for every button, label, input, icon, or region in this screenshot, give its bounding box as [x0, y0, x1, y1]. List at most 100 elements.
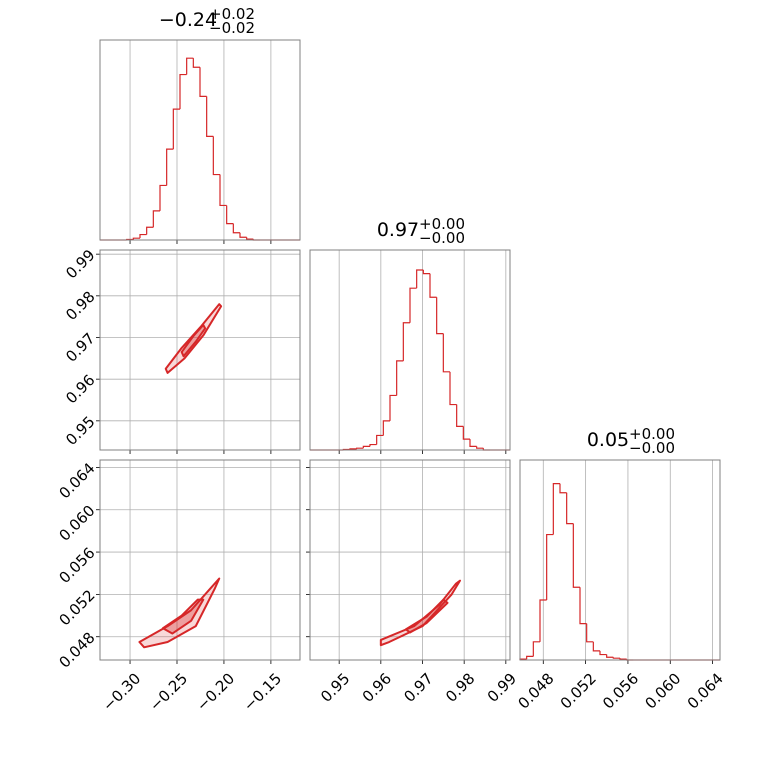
- histogram-step: [429, 273, 437, 298]
- panel: 0.97 +0.00−0.00: [309, 215, 511, 454]
- histogram-step: [422, 270, 430, 275]
- title-minus: −0.00: [629, 439, 675, 457]
- y-tick-label: 0.98: [62, 288, 98, 324]
- histogram-step: [132, 237, 140, 240]
- histogram-step: [476, 446, 484, 449]
- x-tick-label: 0.060: [641, 670, 684, 713]
- histogram-step: [469, 439, 477, 447]
- title-value: −0.24: [159, 9, 217, 31]
- histogram-step: [349, 448, 357, 450]
- panel-frame: [99, 39, 301, 241]
- histogram-step: [199, 67, 207, 97]
- histogram-step: [592, 641, 600, 652]
- title-value: 0.05: [587, 429, 629, 451]
- histogram-step: [599, 650, 607, 656]
- contour: [164, 303, 223, 374]
- histogram-step: [606, 654, 614, 658]
- histogram-step: [436, 297, 444, 335]
- histogram-step: [146, 226, 154, 235]
- x-tick-label: 0.048: [514, 670, 557, 713]
- histogram-step: [232, 223, 240, 234]
- histogram-step: [159, 184, 167, 211]
- y-tick-label: 0.056: [55, 544, 98, 587]
- panel: 0.048 0.052 0.056 0.060 0.064 0.05 +0.00−0.00: [514, 425, 726, 713]
- panel-frame: [99, 459, 301, 661]
- histogram-step: [462, 426, 470, 440]
- x-tick-label: −0.30: [99, 670, 144, 715]
- contour: [404, 598, 449, 634]
- panel-title: 0.97: [377, 219, 419, 241]
- histogram-step: [179, 73, 187, 110]
- histogram-step: [449, 371, 457, 406]
- histogram-step: [579, 587, 587, 625]
- x-tick-label: 0.064: [684, 670, 727, 713]
- x-tick-label: 0.96: [359, 670, 395, 706]
- panel: −0.30 −0.25 −0.20 −0.15 0.0480.0520.0560.060…: [55, 459, 301, 715]
- histogram-step: [172, 108, 180, 150]
- histogram-step: [356, 447, 364, 449]
- histogram-step: [369, 443, 377, 447]
- histogram-step: [186, 57, 194, 75]
- panel-title: 0.05: [587, 429, 629, 451]
- y-tick-label: 0.99: [62, 246, 98, 282]
- x-tick-label: 0.052: [557, 670, 600, 713]
- histogram-step: [566, 492, 574, 525]
- x-tick-label: 0.98: [442, 670, 478, 706]
- histogram-step: [572, 523, 580, 588]
- contour: [379, 579, 461, 647]
- title-minus: −0.00: [419, 229, 465, 247]
- histogram-step: [409, 287, 417, 323]
- x-tick-label: 0.95: [317, 670, 353, 706]
- panel-frame: [99, 249, 301, 451]
- histogram-step: [212, 136, 220, 176]
- x-tick-label: 0.056: [599, 670, 642, 713]
- contour: [180, 324, 207, 358]
- y-tick-label: 0.064: [55, 459, 98, 502]
- histogram-step: [619, 658, 627, 660]
- x-tick-label: −0.15: [240, 670, 285, 715]
- y-tick-label: 0.052: [55, 586, 98, 629]
- histogram-step: [152, 210, 160, 228]
- y-tick-label: 0.95: [62, 413, 98, 449]
- panel: 0.95 0.96 0.97 0.98 0.99: [62, 246, 301, 454]
- histogram-step: [559, 483, 567, 494]
- histogram-step: [552, 483, 560, 535]
- panel-frame: [309, 459, 511, 661]
- title-minus: −0.02: [209, 19, 255, 37]
- x-tick-label: −0.20: [193, 670, 238, 715]
- title-plus: +0.00: [419, 215, 465, 233]
- histogram-step: [219, 174, 227, 207]
- y-tick-label: 0.048: [55, 629, 98, 672]
- histogram-step: [382, 420, 390, 436]
- title-plus: +0.00: [629, 425, 675, 443]
- panel: −0.24+0.02−0.02: [99, 5, 301, 244]
- histogram-step: [192, 58, 200, 68]
- histogram-step: [139, 233, 147, 239]
- x-tick-label: −0.25: [146, 670, 191, 715]
- panel-title: −0.24: [159, 9, 217, 31]
- histogram-step: [166, 148, 174, 186]
- histogram-step: [546, 533, 554, 600]
- histogram-step: [402, 322, 410, 361]
- contour: [161, 598, 205, 635]
- histogram-step: [396, 360, 404, 396]
- y-tick-label: 0.96: [62, 371, 98, 407]
- histogram-step: [532, 641, 540, 657]
- histogram-step: [416, 269, 424, 289]
- histogram-step: [206, 96, 214, 137]
- histogram-step: [376, 434, 384, 445]
- histogram-step: [389, 394, 397, 421]
- y-tick-label: 0.97: [62, 329, 98, 365]
- histogram-step: [239, 232, 247, 238]
- histogram-step: [612, 657, 620, 659]
- histogram-step: [456, 404, 464, 427]
- panel-frame: [309, 249, 511, 451]
- panel-frame: [519, 459, 721, 661]
- title-value: 0.97: [377, 219, 419, 241]
- histogram-step: [539, 599, 547, 642]
- histogram-step: [526, 655, 534, 660]
- histogram-step: [362, 445, 370, 449]
- x-tick-label: 0.97: [400, 670, 436, 706]
